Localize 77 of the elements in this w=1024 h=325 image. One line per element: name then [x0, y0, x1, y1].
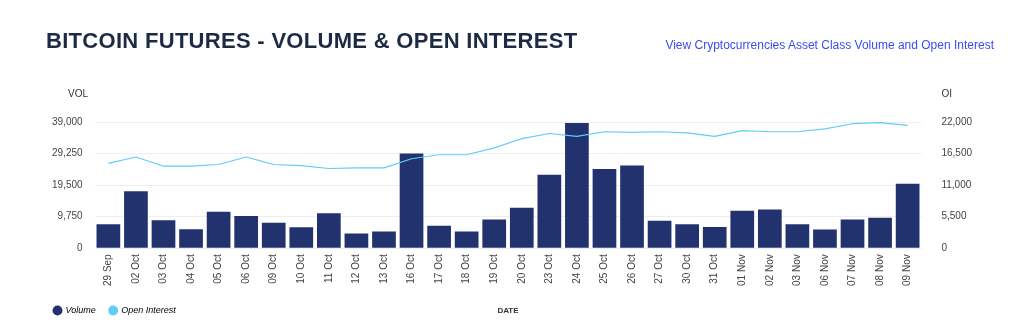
bar [592, 168, 617, 248]
x-tick-label: 03 Nov [791, 254, 803, 286]
y-tick-label: 9,750 [57, 210, 84, 222]
x-tick-label: 08 Nov [873, 254, 885, 286]
x-tick-label: 05 Oct [212, 254, 224, 284]
bar [840, 219, 865, 248]
bar [179, 229, 203, 248]
x-tick-label: 20 Oct [515, 254, 527, 284]
bar [675, 224, 699, 248]
y2-tick-label: 5,500 [941, 210, 967, 222]
x-tick-label: 17 Oct [432, 254, 444, 284]
legend-label: Open Interest [121, 305, 177, 315]
x-tick-label: 01 Nov [736, 254, 748, 286]
bar [234, 215, 259, 248]
bar [151, 220, 176, 248]
bar [399, 153, 424, 248]
bar [757, 209, 782, 248]
y2-axis-title: OI [941, 87, 952, 99]
bar [261, 222, 286, 248]
x-tick-label: 12 Oct [350, 254, 362, 284]
text: View Cryptocurrencies Asset Class Volume and Open Interest [665, 38, 994, 52]
y2-tick-label: 0 [941, 242, 948, 254]
x-tick-label: 11 Oct [322, 254, 334, 284]
x-tick-label: 19 Oct [487, 254, 499, 284]
x-tick-label: 09 Oct [267, 254, 279, 284]
x-tick-label: 24 Oct [570, 254, 582, 284]
bar [785, 224, 810, 248]
x-tick-label: 06 Nov [818, 254, 830, 286]
y-axis-title: VOL [68, 87, 89, 99]
x-tick-label: 03 Oct [157, 254, 169, 284]
x-tick-label: 18 Oct [460, 254, 472, 284]
bar [427, 225, 451, 248]
y-tick-label: 39,000 [51, 115, 84, 127]
bar [895, 183, 920, 248]
x-tick-label: 06 Oct [239, 254, 251, 284]
x-tick-label: 13 Oct [377, 254, 389, 284]
y-tick-label: 0 [77, 242, 84, 254]
bar [317, 213, 341, 248]
bar [454, 231, 479, 248]
bar [647, 220, 672, 248]
x-tick-label: 30 Oct [680, 254, 692, 284]
x-tick-label: 09 Nov [901, 254, 913, 286]
x-tick-label: 04 Oct [184, 254, 196, 284]
x-tick-label: 31 Oct [708, 254, 720, 284]
x-tick-label: 02 Nov [763, 254, 775, 286]
bar [206, 211, 231, 248]
bar [813, 229, 837, 248]
bar [289, 227, 314, 248]
y-tick-label: 29,250 [51, 147, 84, 159]
bar [344, 233, 369, 248]
y2-tick-label: 22,000 [941, 115, 973, 127]
bar [702, 226, 727, 248]
legend-label: Volume [65, 305, 96, 315]
bar [620, 165, 644, 248]
x-tick-label: 23 Oct [543, 254, 555, 284]
x-tick-label: 16 Oct [405, 254, 417, 284]
bar [482, 219, 507, 248]
y-tick-label: 19,500 [51, 178, 84, 190]
x-tick-label: 07 Nov [846, 254, 858, 286]
x-tick-label: 29 Sep [102, 253, 114, 287]
bar [372, 231, 396, 248]
bar [124, 191, 148, 248]
y2-tick-label: 16,500 [941, 147, 973, 159]
x-tick-label: 27 Oct [653, 254, 665, 284]
bar [565, 122, 589, 248]
bar [509, 207, 534, 248]
x-tick-label: 02 Oct [129, 254, 141, 284]
bar [868, 217, 892, 248]
bar [537, 174, 562, 248]
x-tick-label: 10 Oct [295, 254, 307, 284]
bar [730, 210, 755, 248]
x-tick-label: 26 Oct [625, 254, 637, 284]
x-tick-label: 25 Oct [598, 254, 610, 284]
x-axis-title: DATE [497, 306, 520, 316]
bar [96, 224, 121, 248]
y2-tick-label: 11,000 [941, 178, 972, 190]
chart-title: BITCOIN FUTURES - VOLUME & OPEN INTEREST [46, 28, 578, 54]
